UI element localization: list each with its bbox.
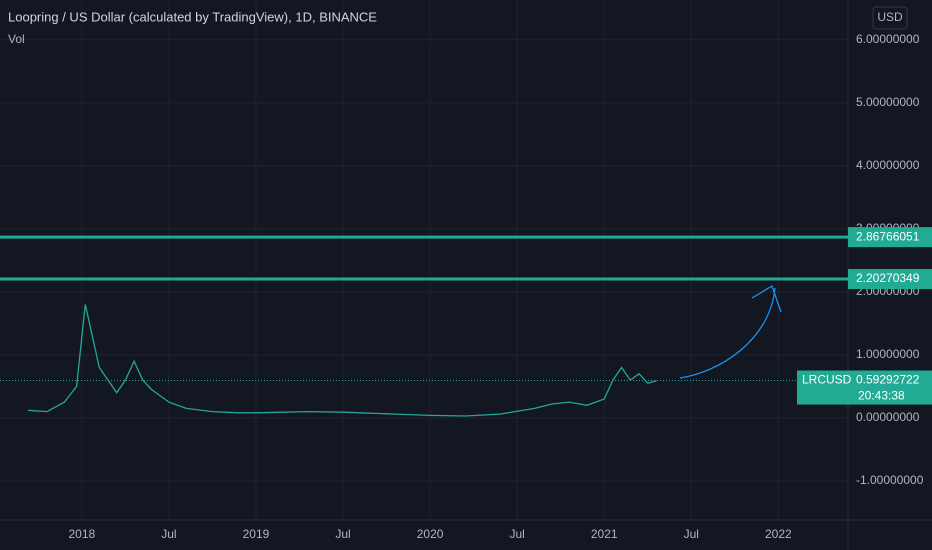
y-tick-label: -1.00000000: [856, 473, 924, 487]
x-tick-label: 2020: [417, 527, 444, 541]
y-tick-label: 6.00000000: [856, 32, 920, 46]
currency-label[interactable]: USD: [877, 10, 903, 24]
level-price-label: 2.86766051: [856, 229, 920, 243]
last-price-tag: [797, 370, 932, 405]
chart-title: Loopring / US Dollar (calculated by Trad…: [8, 9, 377, 24]
x-tick-label: Jul: [335, 527, 350, 541]
y-tick-label: 1.00000000: [856, 347, 920, 361]
y-tick-label: 4.00000000: [856, 158, 920, 172]
currency-button[interactable]: [872, 6, 908, 30]
x-tick-label: Jul: [161, 527, 176, 541]
price-line: [27, 304, 657, 417]
x-tick-label: 2018: [68, 527, 95, 541]
x-tick-label: 2022: [765, 527, 792, 541]
x-tick-label: 2019: [243, 527, 270, 541]
last-price-label: 0.59292722: [856, 373, 920, 387]
level-price-tag: [848, 227, 932, 248]
plot: [27, 304, 657, 417]
level-price-tag: [848, 269, 932, 290]
x-tick-label: Jul: [684, 527, 699, 541]
x-tick-label: 2021: [591, 527, 618, 541]
volume-label: Vol: [8, 32, 25, 46]
arrow-annotation: [679, 287, 776, 379]
symbol-label: LRCUSD: [802, 373, 852, 387]
y-tick-label: 5.00000000: [856, 95, 920, 109]
arrow-head: [751, 285, 782, 313]
level-price-label: 2.20270349: [856, 271, 920, 285]
y-tick-label: 0.00000000: [856, 410, 920, 424]
countdown-label: 20:43:38: [858, 389, 905, 403]
grid: [0, 0, 848, 520]
x-tick-label: Jul: [509, 527, 524, 541]
